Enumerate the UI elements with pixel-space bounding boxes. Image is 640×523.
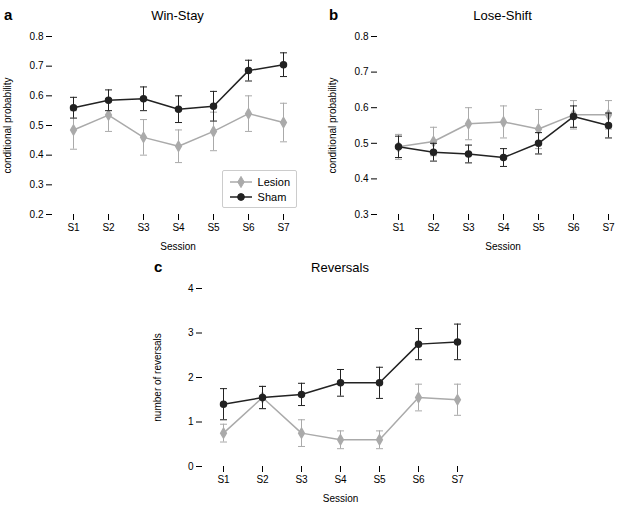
svg-text:0: 0 [188,461,194,472]
svg-text:S5: S5 [207,222,220,233]
svg-text:S5: S5 [373,474,386,485]
svg-text:S3: S3 [137,222,150,233]
svg-text:0.6: 0.6 [30,90,44,101]
svg-text:0.8: 0.8 [30,31,44,42]
html-text:Reversals: Reversals [311,260,369,275]
svg-text:Session: Session [323,493,359,504]
html-text:Sham: Sham [257,190,287,203]
svg-text:S4: S4 [497,222,510,233]
svg-text:S1: S1 [67,222,80,233]
svg-text:S6: S6 [242,222,255,233]
svg-text:0.4: 0.4 [30,149,44,160]
svg-text:0.5: 0.5 [30,120,44,131]
svg-text:2: 2 [188,372,194,383]
html-text:b: b [329,6,339,23]
svg-text:3: 3 [188,327,194,338]
svg-text:0.3: 0.3 [30,179,44,190]
svg-text:S4: S4 [172,222,185,233]
svg-text:Session: Session [485,241,521,252]
svg-text:S6: S6 [412,474,425,485]
svg-text:S5: S5 [532,222,545,233]
svg-text:Session: Session [160,241,196,252]
svg-text:S4: S4 [334,474,347,485]
svg-text:S2: S2 [102,222,115,233]
svg-text:number of reversals: number of reversals [152,333,163,421]
html-text:a: a [4,6,13,23]
svg-text:S1: S1 [217,474,230,485]
svg-text:S3: S3 [295,474,308,485]
svg-text:0.4: 0.4 [355,173,369,184]
svg-text:0.8: 0.8 [355,31,369,42]
svg-text:0.5: 0.5 [355,138,369,149]
svg-text:S1: S1 [392,222,405,233]
svg-text:S3: S3 [462,222,475,233]
svg-text:S2: S2 [427,222,440,233]
svg-text:conditional probability: conditional probability [2,77,13,173]
svg-text:S2: S2 [256,474,269,485]
svg-text:0.3: 0.3 [355,209,369,220]
svg-text:S7: S7 [602,222,615,233]
html-text:Lose-Shift: Lose-Shift [473,8,532,23]
html-text:c: c [154,258,163,275]
svg-text:0.2: 0.2 [30,209,44,220]
svg-text:4: 4 [188,283,194,294]
svg-text:S7: S7 [277,222,290,233]
svg-text:S6: S6 [567,222,580,233]
html-text:Lesion: Lesion [257,175,290,188]
html-text:Win-Stay: Win-Stay [151,8,204,23]
svg-text:0.7: 0.7 [355,66,369,77]
svg-text:0.7: 0.7 [30,60,44,71]
svg-text:0.6: 0.6 [355,102,369,113]
svg-text:1: 1 [188,416,194,427]
svg-text:conditional probability: conditional probability [327,77,338,173]
svg-text:S7: S7 [451,474,464,485]
